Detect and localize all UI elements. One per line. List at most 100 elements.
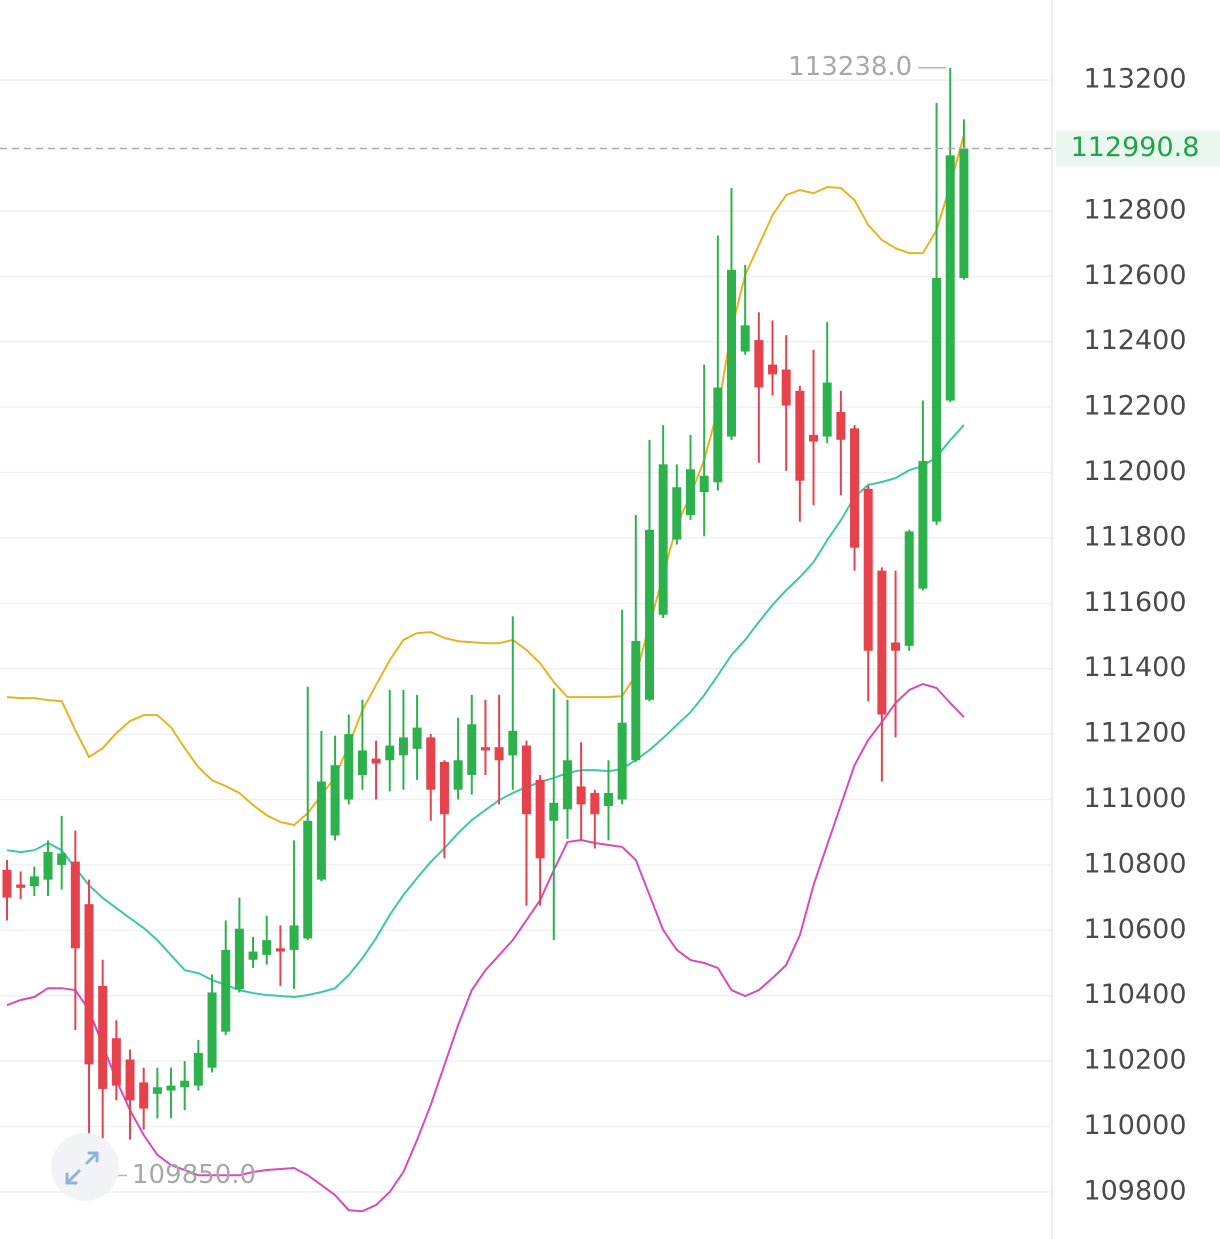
candle-body bbox=[84, 904, 94, 1065]
y-tick-label: 110000 bbox=[1083, 1110, 1186, 1141]
candle-body bbox=[549, 802, 559, 821]
candle-body bbox=[29, 876, 39, 887]
candle-body bbox=[850, 428, 860, 548]
candle-body bbox=[521, 745, 531, 815]
candle-body bbox=[686, 469, 695, 516]
last-price-bg bbox=[1056, 130, 1220, 167]
candle-body bbox=[111, 1038, 121, 1086]
candle-body bbox=[385, 745, 395, 761]
y-tick-label: 110600 bbox=[1083, 914, 1186, 945]
candle-body bbox=[713, 387, 723, 483]
candles bbox=[2, 67, 969, 1176]
last-price-label: 112990.8 bbox=[1071, 132, 1200, 163]
y-tick-label: 111800 bbox=[1083, 521, 1186, 552]
candle-body bbox=[658, 464, 668, 615]
y-tick-label: 111400 bbox=[1083, 652, 1186, 683]
candle-body bbox=[959, 148, 969, 278]
candle-body bbox=[303, 820, 313, 939]
candle-body bbox=[631, 640, 641, 761]
grid: 113200 112800 112600 112400 112200 112000 1118… bbox=[0, 64, 1187, 1206]
candle-body bbox=[467, 724, 477, 775]
candle-body bbox=[863, 488, 873, 651]
candle-body bbox=[932, 277, 942, 522]
extreme-label: 109850.0 bbox=[132, 1160, 256, 1190]
candle-body bbox=[152, 1087, 162, 1094]
candle-body bbox=[412, 727, 422, 749]
candle-body bbox=[891, 642, 901, 651]
y-tick-label: 111600 bbox=[1083, 587, 1186, 618]
candle-body bbox=[180, 1080, 190, 1088]
candle-body bbox=[344, 734, 354, 800]
candle-body bbox=[275, 948, 285, 952]
candle-body bbox=[877, 570, 887, 715]
y-tick-label: 110800 bbox=[1083, 848, 1186, 879]
y-tick-label: 110400 bbox=[1083, 979, 1186, 1010]
bollinger-band bbox=[6, 424, 965, 999]
candle-body bbox=[672, 487, 682, 540]
candle-body bbox=[57, 853, 67, 865]
y-tick-label: 109800 bbox=[1083, 1175, 1186, 1206]
candle-body bbox=[139, 1082, 149, 1109]
candle-body bbox=[330, 765, 340, 836]
bands bbox=[6, 134, 965, 1213]
y-tick-label: 112000 bbox=[1083, 456, 1186, 487]
candle-body bbox=[617, 722, 627, 800]
y-tick-label: 111200 bbox=[1083, 718, 1186, 749]
y-tick-label: 112200 bbox=[1083, 391, 1186, 422]
candle-body bbox=[576, 786, 586, 805]
extreme-label: 113238.0 bbox=[788, 52, 912, 82]
candle-body bbox=[508, 730, 518, 756]
candle-body bbox=[795, 390, 805, 481]
candle-body bbox=[234, 928, 244, 990]
candle-body bbox=[727, 269, 737, 437]
candle-body bbox=[316, 781, 326, 880]
candle-body bbox=[781, 369, 791, 406]
candle-body bbox=[603, 792, 613, 807]
candle-body bbox=[248, 951, 258, 960]
candle-body bbox=[2, 869, 12, 898]
candle-body bbox=[193, 1052, 203, 1086]
candle-body bbox=[494, 747, 504, 761]
candle-body bbox=[166, 1085, 176, 1091]
candle-body bbox=[535, 779, 545, 859]
y-tick-label: 110200 bbox=[1083, 1045, 1186, 1076]
candle-body bbox=[562, 760, 572, 810]
y-tick-label: 111000 bbox=[1083, 783, 1186, 814]
candle-body bbox=[699, 475, 709, 493]
candle-body bbox=[221, 949, 231, 1032]
candle-body bbox=[754, 340, 764, 388]
candle-body bbox=[98, 985, 108, 1089]
candle-body bbox=[918, 461, 928, 589]
y-tick-label: 112800 bbox=[1083, 194, 1186, 225]
expand-button[interactable] bbox=[51, 1133, 119, 1201]
candle-body bbox=[904, 531, 914, 646]
candle-body bbox=[207, 992, 217, 1068]
y-tick-label: 112400 bbox=[1083, 325, 1186, 356]
bollinger-band bbox=[6, 134, 965, 827]
bollinger-band bbox=[6, 683, 965, 1213]
candle-body bbox=[768, 364, 778, 375]
candle-body bbox=[426, 737, 436, 790]
candle-body bbox=[398, 737, 408, 756]
candle-body bbox=[357, 750, 367, 775]
candle-body bbox=[740, 325, 750, 352]
candle-body bbox=[262, 940, 272, 955]
price-axis-panel bbox=[1052, 0, 1220, 1239]
candle-body bbox=[453, 760, 463, 790]
candle-body bbox=[439, 761, 449, 815]
candle-body bbox=[289, 925, 299, 950]
y-tick-label: 113200 bbox=[1083, 64, 1186, 95]
candle-body bbox=[809, 434, 819, 442]
candle-body bbox=[371, 758, 381, 764]
candle-body bbox=[822, 382, 832, 437]
candle-body bbox=[125, 1059, 135, 1101]
candle-body bbox=[836, 412, 846, 440]
candle-body bbox=[644, 529, 654, 700]
candle-body bbox=[590, 792, 600, 815]
candle-body bbox=[70, 861, 80, 949]
candle-body bbox=[43, 851, 53, 880]
candle-body bbox=[480, 747, 490, 751]
expand-button-bg[interactable] bbox=[51, 1133, 119, 1201]
